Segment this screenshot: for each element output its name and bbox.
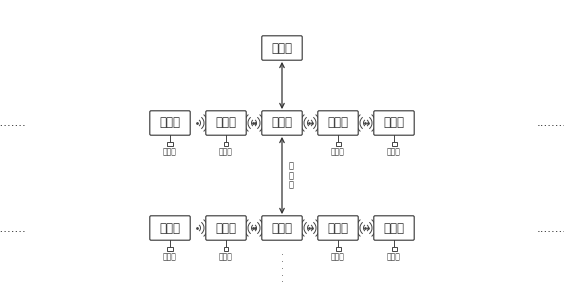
- Text: 采集站: 采集站: [384, 221, 404, 234]
- Text: 传感器: 传感器: [163, 147, 177, 156]
- Text: 采集站: 采集站: [328, 221, 349, 234]
- FancyBboxPatch shape: [318, 216, 358, 240]
- FancyBboxPatch shape: [336, 142, 341, 146]
- FancyBboxPatch shape: [150, 216, 190, 240]
- FancyBboxPatch shape: [206, 216, 246, 240]
- FancyBboxPatch shape: [206, 111, 246, 135]
- Text: .........: .........: [537, 221, 564, 234]
- Text: 传感器: 传感器: [163, 253, 177, 262]
- FancyBboxPatch shape: [374, 216, 414, 240]
- Text: 采集站: 采集站: [215, 117, 236, 130]
- Text: ·
·
·
·
·: · · · · ·: [280, 251, 284, 288]
- Text: 采集站: 采集站: [160, 221, 180, 234]
- Text: 采集站: 采集站: [384, 117, 404, 130]
- Text: .........: .........: [0, 221, 27, 234]
- FancyBboxPatch shape: [391, 142, 396, 146]
- Text: 采集站: 采集站: [160, 117, 180, 130]
- FancyBboxPatch shape: [223, 247, 228, 251]
- Text: 传感器: 传感器: [331, 253, 345, 262]
- Text: 传感器: 传感器: [331, 147, 345, 156]
- FancyBboxPatch shape: [168, 247, 173, 251]
- FancyBboxPatch shape: [318, 111, 358, 135]
- Text: 传感器: 传感器: [387, 253, 401, 262]
- FancyBboxPatch shape: [391, 247, 396, 251]
- Text: 传感器: 传感器: [219, 147, 233, 156]
- FancyBboxPatch shape: [150, 111, 190, 135]
- FancyBboxPatch shape: [336, 247, 341, 251]
- FancyBboxPatch shape: [223, 142, 228, 146]
- Text: 采集站: 采集站: [215, 221, 236, 234]
- Text: 采集站: 采集站: [328, 117, 349, 130]
- FancyBboxPatch shape: [168, 142, 173, 146]
- Text: .........: .........: [537, 117, 564, 130]
- Text: 传感器: 传感器: [219, 253, 233, 262]
- Text: .........: .........: [0, 117, 27, 130]
- Text: 交
叉
线: 交 叉 线: [289, 161, 294, 190]
- FancyBboxPatch shape: [262, 216, 302, 240]
- FancyBboxPatch shape: [262, 36, 302, 60]
- Text: 传感器: 传感器: [387, 147, 401, 156]
- Text: 主控站: 主控站: [271, 41, 293, 54]
- FancyBboxPatch shape: [374, 111, 414, 135]
- Text: 交叉站: 交叉站: [271, 221, 293, 234]
- Text: 交叉站: 交叉站: [271, 117, 293, 130]
- FancyBboxPatch shape: [262, 111, 302, 135]
